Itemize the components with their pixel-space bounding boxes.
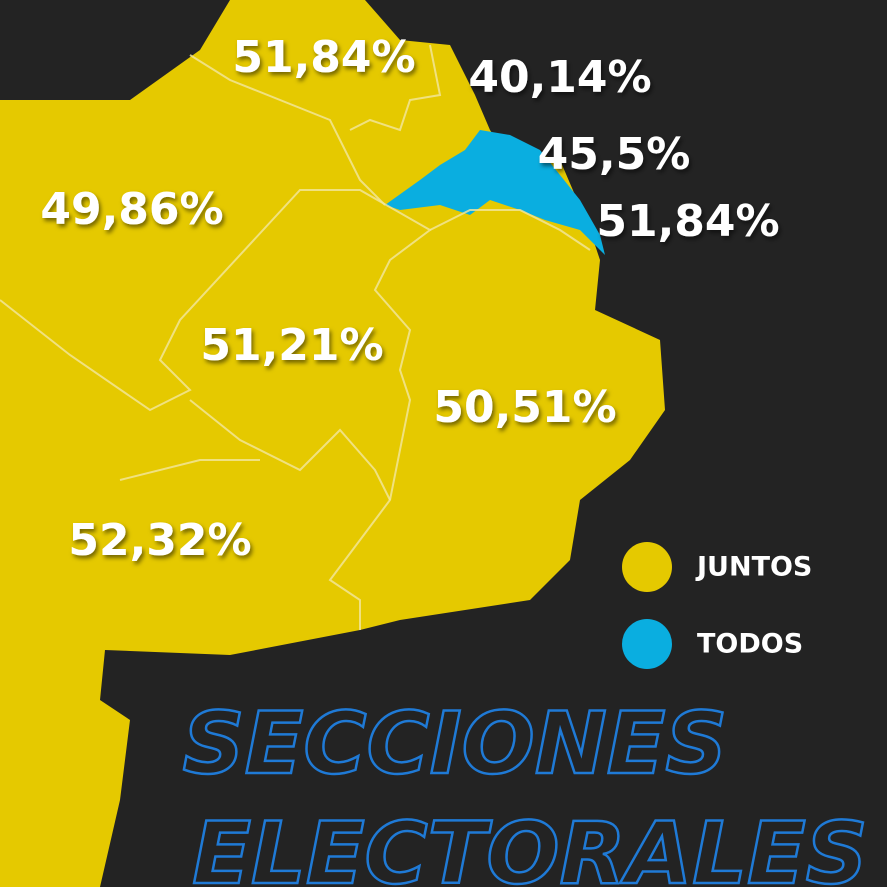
title-line: SECCIONES [183,694,728,794]
section-border [189,399,391,501]
region-label: 45,5% [538,129,691,180]
section-border [119,459,260,481]
region-label: 51,84% [232,32,415,83]
region-label: 52,32% [68,515,251,566]
region-label: 51,21% [200,320,383,371]
region-label: 49,86% [40,184,223,235]
title-line: ELECTORALES [192,804,867,887]
section-border [349,44,442,132]
province-shape [0,0,665,887]
legend-swatch [622,619,672,669]
region-label: 51,84% [596,196,779,247]
conurbano-shape [385,130,605,255]
legend-swatch [622,542,672,592]
region-label: 50,51% [433,382,616,433]
section-border [0,189,432,630]
section-border [429,209,591,251]
legend-label: TODOS [697,629,803,660]
section-border [189,54,386,206]
title: SECCIONES ELECTORALES [183,694,868,887]
region-label: 40,14% [468,52,651,103]
legend-label: JUNTOS [695,552,812,583]
